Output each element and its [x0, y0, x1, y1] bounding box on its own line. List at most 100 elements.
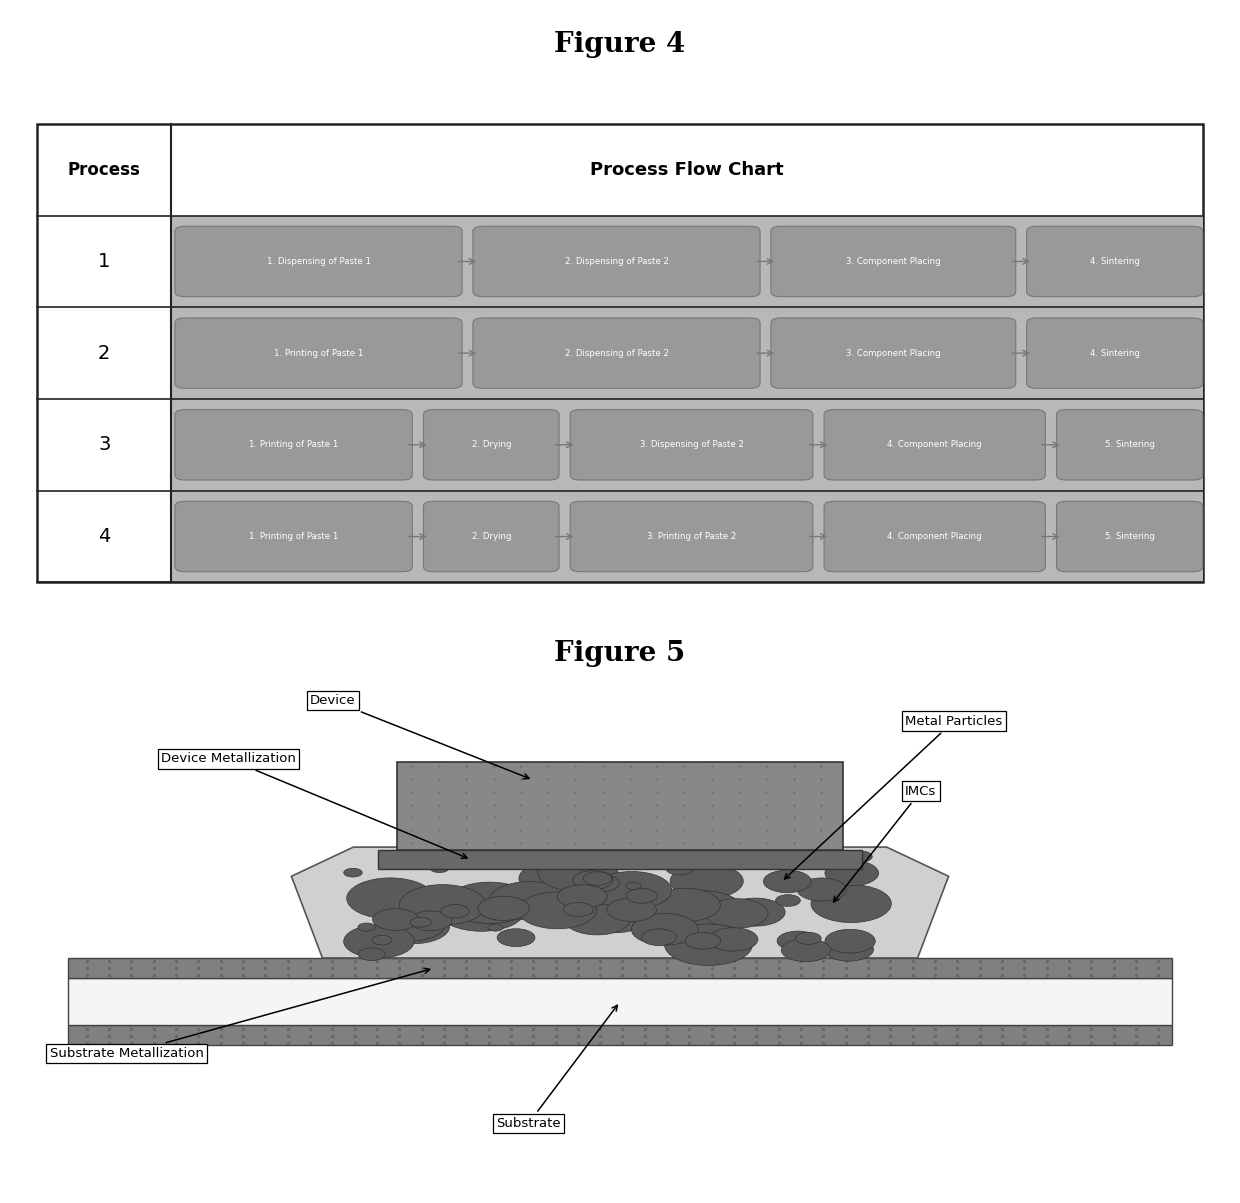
Circle shape: [796, 932, 821, 944]
Circle shape: [558, 885, 608, 908]
Circle shape: [797, 878, 846, 901]
Bar: [68, 958, 1172, 978]
Bar: [37, 124, 1203, 582]
Circle shape: [343, 869, 362, 877]
Polygon shape: [291, 847, 949, 958]
FancyBboxPatch shape: [175, 410, 413, 480]
FancyBboxPatch shape: [175, 502, 413, 571]
Circle shape: [583, 872, 611, 885]
Circle shape: [661, 890, 743, 929]
Circle shape: [606, 899, 656, 921]
Circle shape: [410, 917, 432, 928]
Circle shape: [489, 882, 570, 920]
Circle shape: [343, 925, 414, 958]
Text: 3: 3: [98, 435, 110, 455]
FancyBboxPatch shape: [472, 318, 760, 389]
Circle shape: [666, 861, 693, 875]
Text: 3. Component Placing: 3. Component Placing: [846, 349, 941, 357]
Bar: [171, 215, 1203, 307]
FancyBboxPatch shape: [1056, 410, 1203, 480]
Text: Metal Particles: Metal Particles: [785, 715, 1002, 879]
Circle shape: [825, 860, 879, 885]
Text: 1. Printing of Paste 1: 1. Printing of Paste 1: [274, 349, 363, 357]
FancyBboxPatch shape: [771, 226, 1016, 297]
Text: Process Flow Chart: Process Flow Chart: [590, 161, 784, 179]
Circle shape: [372, 936, 392, 946]
Circle shape: [848, 851, 872, 863]
Text: 2: 2: [98, 344, 110, 362]
Text: Figure 5: Figure 5: [554, 640, 686, 666]
Circle shape: [440, 905, 469, 918]
Text: IMCs: IMCs: [833, 784, 936, 902]
Circle shape: [725, 899, 785, 926]
Circle shape: [665, 924, 753, 965]
Circle shape: [347, 878, 434, 919]
FancyBboxPatch shape: [825, 502, 1045, 571]
FancyBboxPatch shape: [175, 318, 463, 389]
Text: Substrate Metallization: Substrate Metallization: [50, 968, 430, 1060]
FancyBboxPatch shape: [825, 410, 1045, 480]
FancyBboxPatch shape: [472, 226, 760, 297]
FancyBboxPatch shape: [175, 226, 463, 297]
FancyBboxPatch shape: [1027, 226, 1203, 297]
Text: 4: 4: [98, 527, 110, 546]
Text: 1: 1: [98, 251, 110, 271]
FancyBboxPatch shape: [1027, 318, 1203, 389]
Circle shape: [377, 909, 450, 943]
Circle shape: [777, 931, 818, 950]
Circle shape: [573, 871, 613, 889]
FancyBboxPatch shape: [1056, 502, 1203, 571]
Circle shape: [823, 938, 873, 961]
Circle shape: [410, 911, 451, 931]
Text: Device Metallization: Device Metallization: [161, 753, 467, 858]
Circle shape: [564, 903, 630, 935]
Circle shape: [631, 913, 698, 946]
Text: Device: Device: [310, 694, 529, 778]
Text: 4. Sintering: 4. Sintering: [1090, 257, 1140, 266]
Text: 4. Component Placing: 4. Component Placing: [888, 532, 982, 541]
FancyBboxPatch shape: [570, 502, 813, 571]
Circle shape: [582, 875, 620, 891]
Circle shape: [438, 890, 525, 931]
Text: 1. Printing of Paste 1: 1. Printing of Paste 1: [249, 532, 339, 541]
Circle shape: [563, 902, 594, 917]
Text: 4. Sintering: 4. Sintering: [1090, 349, 1140, 357]
Circle shape: [518, 861, 591, 895]
Text: 4. Component Placing: 4. Component Placing: [888, 440, 982, 450]
Text: 2. Dispensing of Paste 2: 2. Dispensing of Paste 2: [564, 349, 668, 357]
Circle shape: [399, 884, 486, 925]
FancyBboxPatch shape: [771, 318, 1016, 389]
Text: Substrate: Substrate: [496, 1006, 618, 1130]
Circle shape: [775, 895, 800, 906]
FancyBboxPatch shape: [424, 502, 559, 571]
Circle shape: [358, 948, 386, 960]
Circle shape: [584, 902, 647, 932]
Circle shape: [670, 864, 743, 899]
Bar: [171, 491, 1203, 582]
Circle shape: [708, 928, 758, 952]
Circle shape: [430, 864, 449, 872]
Text: Figure 4: Figure 4: [554, 31, 686, 58]
Circle shape: [591, 871, 672, 909]
Circle shape: [686, 932, 720, 949]
Circle shape: [770, 853, 794, 864]
Circle shape: [497, 929, 534, 947]
Circle shape: [811, 884, 892, 923]
Circle shape: [376, 908, 445, 941]
FancyBboxPatch shape: [424, 410, 559, 480]
Text: 5. Sintering: 5. Sintering: [1105, 532, 1154, 541]
Circle shape: [764, 870, 811, 893]
Text: Process: Process: [68, 161, 140, 179]
Bar: [378, 851, 862, 870]
Bar: [171, 307, 1203, 399]
Circle shape: [626, 889, 657, 903]
Bar: [171, 399, 1203, 491]
Text: 3. Printing of Paste 2: 3. Printing of Paste 2: [647, 532, 737, 541]
Bar: [397, 763, 843, 851]
Circle shape: [781, 938, 831, 961]
Circle shape: [487, 924, 503, 931]
Circle shape: [445, 882, 533, 924]
Text: 2. Dispensing of Paste 2: 2. Dispensing of Paste 2: [564, 257, 668, 266]
Text: 3. Component Placing: 3. Component Placing: [846, 257, 941, 266]
Text: 2. Drying: 2. Drying: [471, 532, 511, 541]
